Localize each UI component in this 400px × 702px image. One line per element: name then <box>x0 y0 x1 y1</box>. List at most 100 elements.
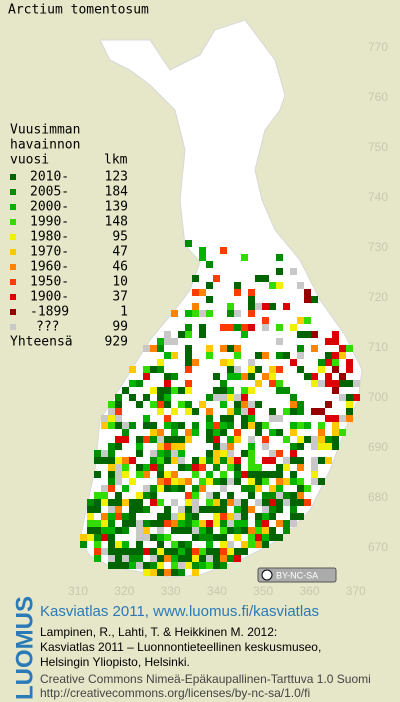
grid-square <box>143 562 150 569</box>
grid-square <box>283 436 290 443</box>
grid-square <box>332 387 339 394</box>
grid-square <box>227 478 234 485</box>
grid-square <box>178 485 185 492</box>
grid-square <box>318 429 325 436</box>
grid-square <box>311 443 318 450</box>
grid-square <box>157 527 164 534</box>
grid-square <box>192 527 199 534</box>
grid-square <box>248 415 255 422</box>
grid-square <box>325 380 332 387</box>
atlas-link[interactable]: Kasviatlas 2011, www.luomus.fi/kasviatla… <box>40 603 319 620</box>
grid-square <box>220 471 227 478</box>
legend-swatch <box>10 294 16 300</box>
grid-square <box>276 254 283 261</box>
grid-square <box>206 506 213 513</box>
grid-square <box>122 527 129 534</box>
grid-square <box>185 359 192 366</box>
grid-square <box>346 366 353 373</box>
grid-square <box>297 457 304 464</box>
grid-square <box>185 499 192 506</box>
grid-square <box>220 534 227 541</box>
grid-square <box>185 527 192 534</box>
grid-square <box>318 408 325 415</box>
grid-square <box>206 548 213 555</box>
x-tick-label: 360 <box>299 584 319 598</box>
grid-square <box>290 499 297 506</box>
grid-square <box>185 506 192 513</box>
grid-square <box>339 352 346 359</box>
grid-square <box>283 303 290 310</box>
grid-square <box>171 548 178 555</box>
legend-heading: havainnon <box>10 138 80 153</box>
grid-square <box>192 310 199 317</box>
grid-square <box>129 457 136 464</box>
grid-square <box>192 548 199 555</box>
grid-square <box>122 499 129 506</box>
grid-square <box>255 534 262 541</box>
grid-square <box>129 506 136 513</box>
grid-square <box>255 471 262 478</box>
grid-square <box>206 310 213 317</box>
grid-square <box>115 555 122 562</box>
grid-square <box>171 485 178 492</box>
grid-square <box>157 408 164 415</box>
grid-square <box>248 387 255 394</box>
grid-square <box>171 422 178 429</box>
grid-square <box>248 541 255 548</box>
grid-square <box>297 408 304 415</box>
grid-square <box>150 429 157 436</box>
grid-square <box>150 387 157 394</box>
grid-square <box>115 408 122 415</box>
grid-square <box>241 485 248 492</box>
grid-square <box>227 310 234 317</box>
grid-square <box>206 555 213 562</box>
grid-square <box>241 548 248 555</box>
grid-square <box>94 457 101 464</box>
grid-square <box>213 429 220 436</box>
grid-square <box>185 352 192 359</box>
grid-square <box>297 366 304 373</box>
license-url[interactable]: http://creativecommons.org/licenses/by-n… <box>40 686 310 700</box>
grid-square <box>276 520 283 527</box>
grid-square <box>227 303 234 310</box>
grid-square <box>150 422 157 429</box>
grid-square <box>185 345 192 352</box>
grid-square <box>220 555 227 562</box>
grid-square <box>248 464 255 471</box>
grid-square <box>318 457 325 464</box>
grid-square <box>283 457 290 464</box>
grid-square <box>80 534 87 541</box>
grid-square <box>220 401 227 408</box>
grid-square <box>108 520 115 527</box>
grid-square <box>101 527 108 534</box>
grid-square <box>248 506 255 513</box>
grid-square <box>185 310 192 317</box>
grid-square <box>157 338 164 345</box>
grid-square <box>276 268 283 275</box>
grid-square <box>157 562 164 569</box>
grid-square <box>220 443 227 450</box>
grid-square <box>171 527 178 534</box>
grid-square <box>297 478 304 485</box>
grid-square <box>143 569 150 576</box>
grid-square <box>129 478 136 485</box>
grid-square <box>283 408 290 415</box>
grid-square <box>220 478 227 485</box>
grid-square <box>304 436 311 443</box>
grid-square <box>157 345 164 352</box>
grid-square <box>311 380 318 387</box>
grid-square <box>199 527 206 534</box>
grid-square <box>213 534 220 541</box>
grid-square <box>269 373 276 380</box>
grid-square <box>241 506 248 513</box>
grid-square <box>220 359 227 366</box>
y-tick-label: 720 <box>368 290 388 304</box>
grid-square <box>164 380 171 387</box>
grid-square <box>213 520 220 527</box>
grid-square <box>220 429 227 436</box>
grid-square <box>241 394 248 401</box>
grid-square <box>227 345 234 352</box>
grid-square <box>199 310 206 317</box>
grid-square <box>157 366 164 373</box>
grid-square <box>325 401 332 408</box>
